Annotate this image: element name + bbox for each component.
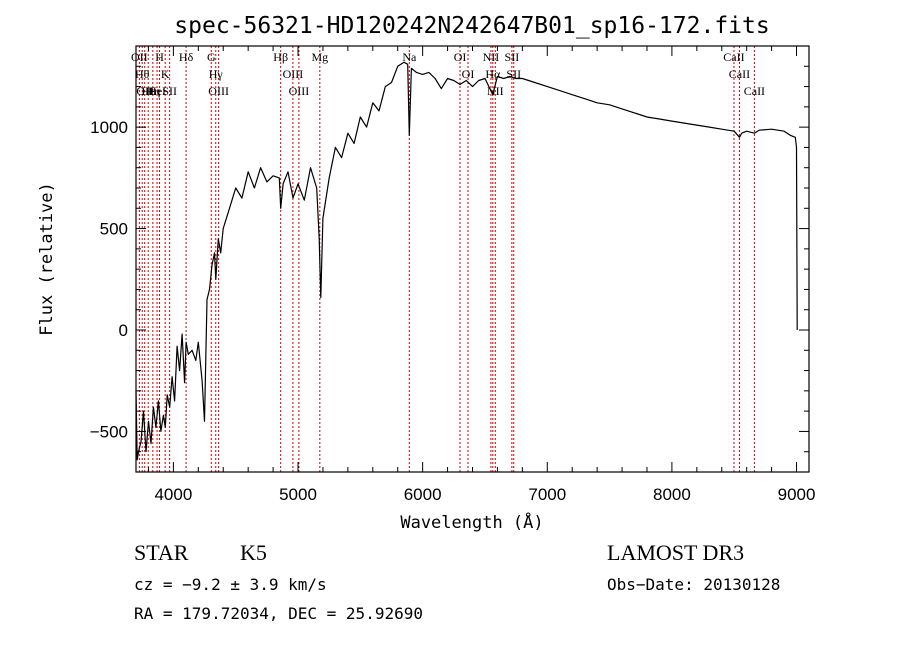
x-tick-label: 9000 [778,485,816,504]
line-marker-label: Hβ [273,50,288,64]
y-axis: −500 0 500 1000 [90,65,809,453]
line-marker-label: HeI [148,84,166,98]
line-marker-label: NII [487,84,504,98]
coordinates: RA = 179.72034, DEC = 25.92690 [134,604,423,623]
x-axis-label: Wavelength (Å) [400,511,543,533]
y-axis-label: Flux (relative) [37,182,57,336]
chart-title: spec-56321-HD120242N242647B01_sp16-172.f… [174,13,769,39]
survey-name: LAMOST DR3 [607,540,744,565]
line-marker-label: OIII [289,84,310,98]
line-marker-label: OII [136,84,153,98]
line-marker-label: NII [483,50,500,64]
line-marker-label: G [207,50,216,64]
spectrum-line [135,61,798,461]
object-subclass: K5 [240,540,267,565]
x-tick-label: 8000 [653,485,691,504]
x-tick-label: 4000 [154,485,192,504]
line-marker-label: H [155,50,164,64]
line-marker-label: K [161,67,170,81]
line-marker-label: Hδ [179,50,194,64]
line-marker-label: OII [131,50,148,64]
y-tick-label: 1000 [90,118,128,137]
plot-frame [135,45,810,473]
y-tick-label: 500 [100,220,128,239]
line-marker-label: CaII [723,50,744,64]
line-marker-label: Na [402,50,417,64]
object-class: STAR [134,540,189,565]
line-marker-label: OI [462,67,475,81]
line-marker-label: Mg [311,50,328,64]
line-marker-label: OIII [283,67,304,81]
obs-date: Obs−Date: 20130128 [607,575,780,594]
x-tick-label: 7000 [528,485,566,504]
line-marker-label: OI [454,50,467,64]
y-tick-label: 0 [119,321,128,340]
line-marker-label: SII [505,50,520,64]
line-marker-label: SII [162,84,177,98]
line-marker-label: CaII [729,67,750,81]
line-marker-label: Hα [485,67,501,81]
line-marker-label: Hγ [209,67,224,81]
y-tick-label: −500 [90,422,128,441]
x-tick-label: 5000 [279,485,317,504]
line-marker-label: SII [506,67,521,81]
line-marker-label: CaII [744,84,765,98]
line-marker-label: Hη [145,84,160,98]
line-marker-label: Hθ [135,67,150,81]
line-markers [138,46,755,472]
x-axis: 4000 5000 6000 7000 8000 9000 [147,46,816,504]
line-marker-label: OIII [208,84,229,98]
redshift-cz: cz = −9.2 ± 3.9 km/s [134,575,327,594]
x-tick-label: 6000 [404,485,442,504]
line-marker-label: Hε [141,84,155,98]
